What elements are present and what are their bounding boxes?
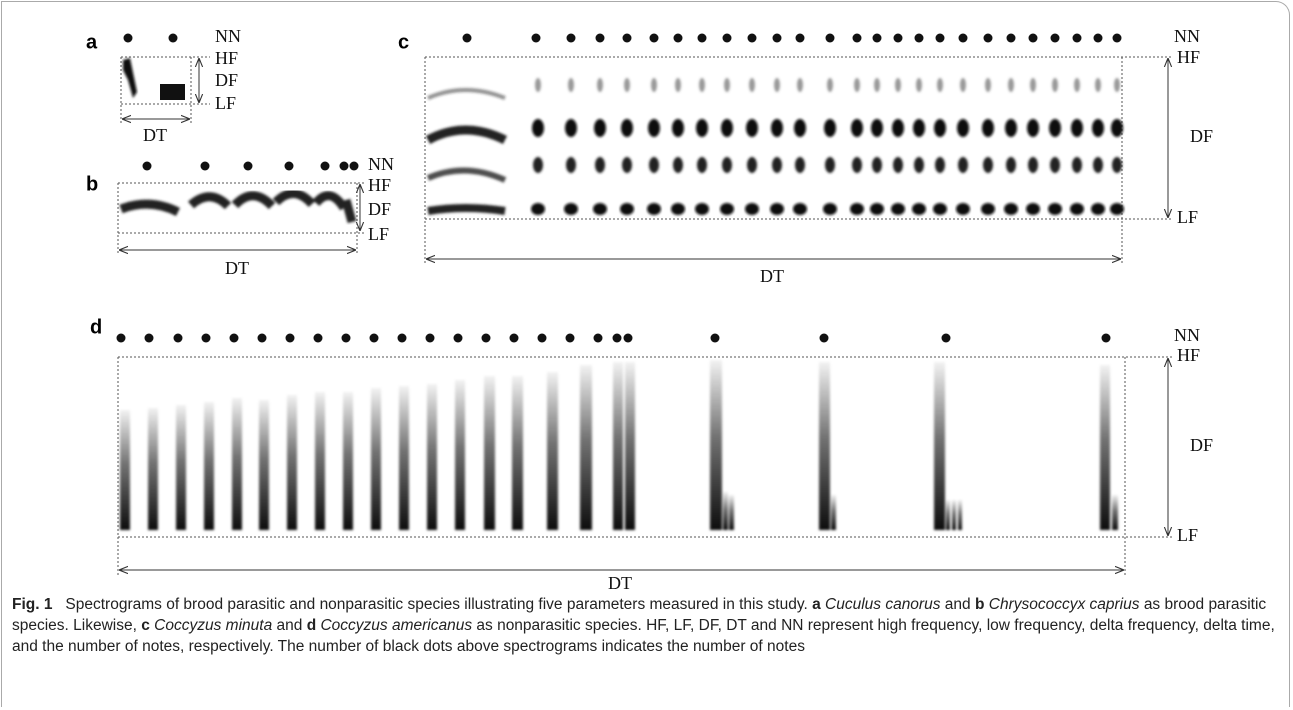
caption-species: Coccyzus minuta [154,617,273,634]
spectrogram [425,88,508,215]
lf-label: LF [1177,207,1198,227]
spectrogram [120,360,1118,530]
panel-c: c NN HF DF LF DT [398,26,1213,286]
caption-species: Chrysococcyx caprius [988,596,1140,613]
dt-label: DT [225,258,249,278]
caption-text: as nonparasitic species. HF, LF, DF, DT … [12,617,1275,655]
df-label: DF [1190,126,1213,146]
df-label: DF [215,70,238,90]
caption-panel: b [974,596,985,613]
caption-text: and [944,596,971,613]
caption-species: Cuculus canorus [825,596,941,613]
figure: a NN HF DF LF DT b NN HF DF LF DT c NN H… [86,26,1213,590]
figure-caption: Fig. 1 Spectrograms of brood parasitic a… [12,594,1280,657]
nn-label: NN [215,26,241,46]
dt-label: DT [143,125,167,145]
note-dots [142,161,359,171]
dt-label: DT [760,266,784,286]
note-dot [123,33,133,43]
caption-text: as brood parasitic species. Likewise, [12,596,1267,634]
lf-label: LF [1177,525,1198,545]
caption-panel: a [812,596,821,613]
note-dot [168,33,178,43]
spectrogram [123,58,137,98]
caption-text: and [276,617,303,634]
panel-label: a [86,31,98,53]
nn-label: NN [1174,26,1200,46]
hf-label: HF [1177,47,1200,67]
dt-label: DT [608,573,632,590]
caption-species: Coccyzus americanus [320,617,473,634]
bounds [424,56,1172,265]
panel-b: b NN HF DF LF DT [86,154,394,278]
panel-label: b [86,173,98,195]
caption-label: Fig. 1 [12,596,53,613]
spectrogram [119,189,357,224]
spectrogram [160,84,185,100]
df-label: DF [1190,435,1213,455]
lf-label: LF [215,93,236,113]
note-dots [462,33,1122,43]
nn-label: NN [1174,325,1200,345]
panel-d: d NN HF DF LF DT [90,316,1213,590]
lf-label: LF [368,224,389,244]
caption-panel: c [141,617,150,634]
caption-text: Spectrograms of brood parasitic and nonp… [65,596,808,613]
note-dots [116,333,1111,343]
df-label: DF [368,199,391,219]
hf-label: HF [368,175,391,195]
spectrogram-notes [531,78,1124,215]
panel-label: c [398,31,409,53]
hf-label: HF [1177,345,1200,365]
bounds [117,356,1172,576]
bounds [120,56,210,125]
nn-label: NN [368,154,394,174]
hf-label: HF [215,48,238,68]
panel-a: a NN HF DF LF DT [86,26,241,145]
panel-label: d [90,316,102,338]
caption-panel: d [306,617,317,634]
